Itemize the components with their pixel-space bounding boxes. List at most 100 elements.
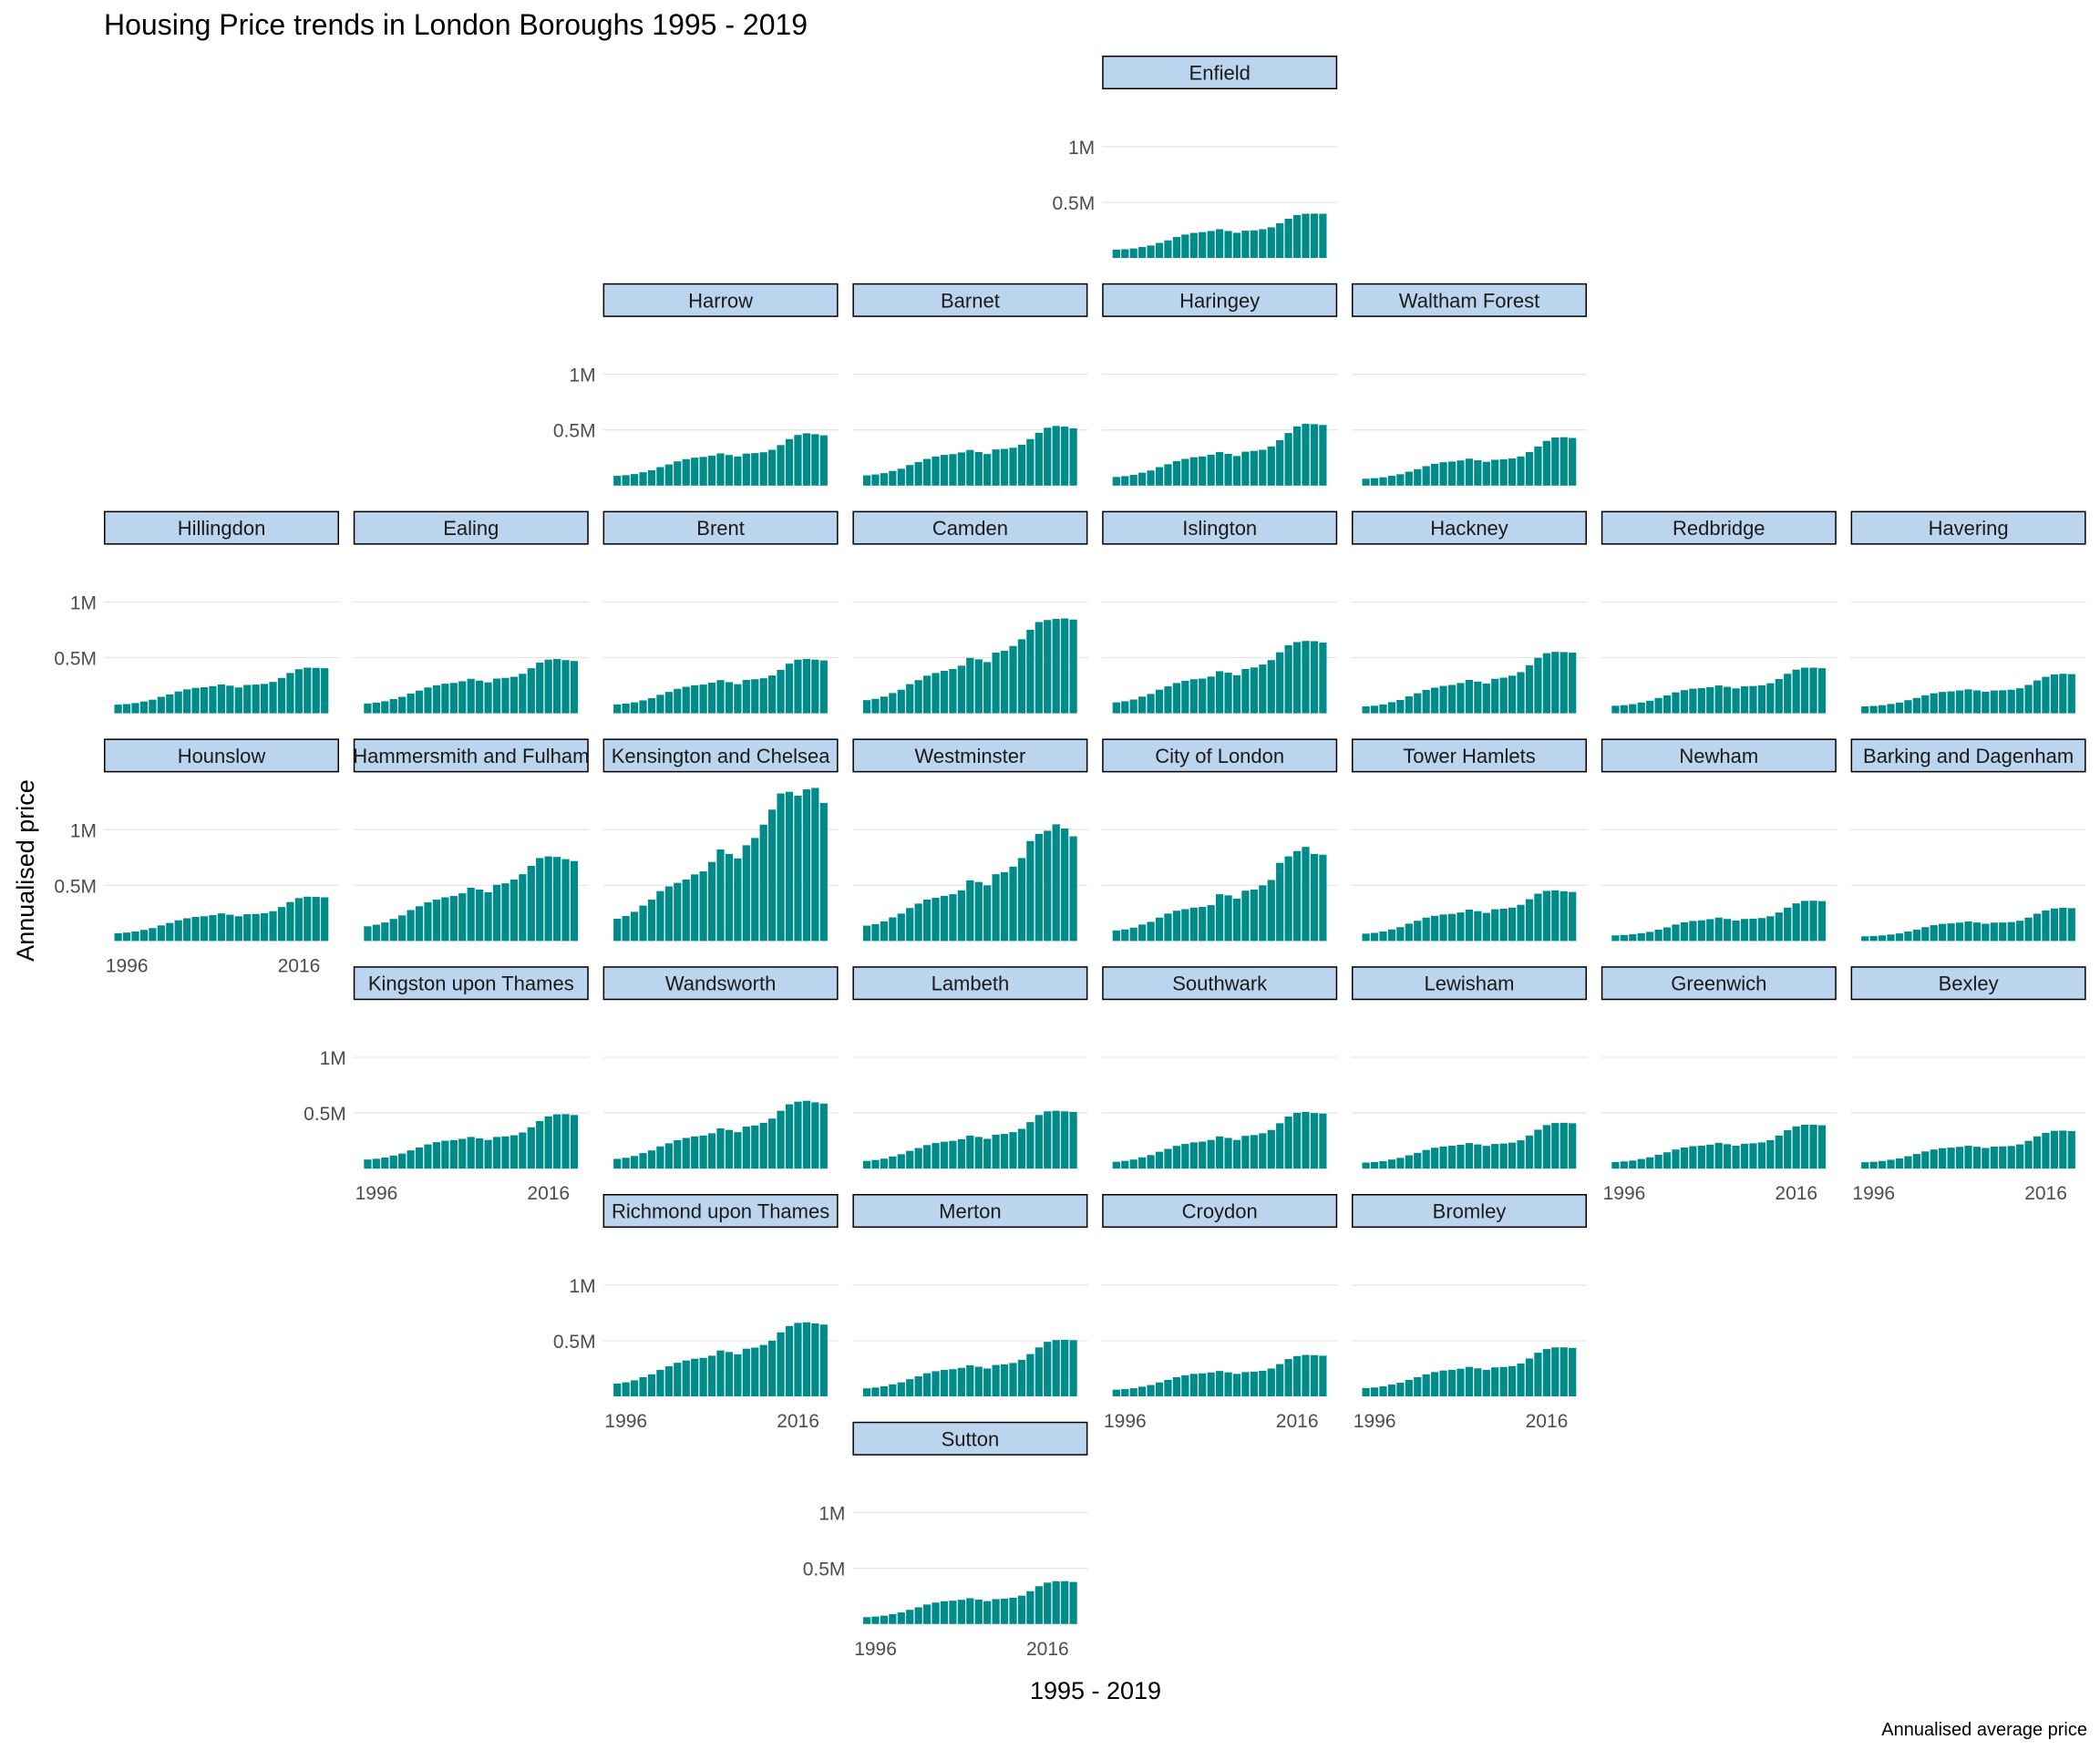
bar [1241, 668, 1250, 714]
bar [1224, 1138, 1232, 1169]
bar [871, 923, 880, 942]
facet-strip-label: Wandsworth [665, 973, 776, 995]
bar [1999, 690, 2007, 714]
bar [570, 661, 579, 714]
bar [1629, 934, 1637, 942]
facet-strip [104, 738, 339, 773]
bar [476, 680, 484, 714]
bar [1637, 1158, 1645, 1169]
y-tick-label: 1M [569, 1276, 595, 1297]
bar [1457, 1368, 1465, 1396]
bar [691, 1136, 699, 1169]
bar [889, 917, 897, 942]
bar [957, 665, 965, 714]
bar [1310, 641, 1319, 714]
bar [1069, 1581, 1077, 1624]
bar [304, 667, 312, 714]
bar [1026, 1354, 1035, 1396]
facet-strip [602, 283, 839, 317]
bar [209, 685, 217, 714]
bar [1362, 706, 1370, 714]
bar [1035, 432, 1043, 486]
bar [1164, 686, 1172, 714]
bar [1370, 1387, 1379, 1396]
bar [707, 455, 716, 486]
bar [114, 705, 122, 714]
bar [1319, 213, 1327, 258]
bar [889, 1156, 897, 1169]
bar [1491, 1367, 1499, 1396]
bar [1724, 686, 1732, 714]
facet-tower-hamlets: Tower Hamlets [1352, 738, 1587, 942]
bar [1284, 1117, 1292, 1169]
bar [364, 926, 372, 942]
facet-greenwich: Greenwich 1996 2016 [1601, 966, 1837, 1204]
bar [802, 1322, 811, 1396]
bar [1689, 688, 1697, 714]
bar [871, 474, 880, 486]
bar [862, 475, 871, 486]
bar [1189, 679, 1198, 714]
bar [1525, 451, 1534, 486]
facet-strip [602, 966, 839, 1001]
bar [1112, 249, 1120, 258]
facet-strip [1352, 966, 1587, 1001]
bar [1921, 1151, 1930, 1169]
bar [286, 673, 294, 714]
bar [940, 1601, 949, 1624]
bar [768, 1340, 777, 1396]
bar [1121, 249, 1129, 258]
bar [1964, 921, 1972, 942]
bar [1026, 1590, 1035, 1624]
bar [819, 1324, 828, 1396]
bar [1259, 1370, 1267, 1396]
bar [1904, 1156, 1912, 1169]
bar [1387, 1385, 1396, 1396]
bar [1405, 923, 1413, 942]
bar [1431, 463, 1439, 486]
facet-strip-label: Barking and Dagenham [1863, 745, 2074, 767]
bar [1912, 697, 1920, 714]
bar [1766, 683, 1775, 714]
bar [476, 889, 484, 942]
facet-strip-label: Kingston upon Thames [368, 973, 574, 995]
facet-strip-label: Brent [696, 517, 745, 540]
bar [1447, 685, 1457, 714]
bar [1138, 1157, 1147, 1169]
bar [1052, 1580, 1060, 1624]
bar [1009, 448, 1017, 486]
bar [1878, 705, 1887, 714]
bar [1362, 933, 1370, 942]
bar [381, 922, 389, 942]
bar [1181, 1144, 1189, 1169]
bar [1646, 1157, 1654, 1169]
bar [1284, 856, 1292, 942]
bar [932, 1602, 940, 1624]
bar [1620, 1161, 1628, 1169]
facet-strip [353, 738, 589, 773]
bar [1465, 1143, 1474, 1169]
bar [949, 454, 957, 486]
bar [398, 915, 407, 942]
bar [1757, 918, 1766, 942]
bar [1164, 240, 1172, 258]
bar [656, 1146, 664, 1169]
bar [1569, 891, 1577, 942]
bar [1259, 449, 1267, 486]
bar [1499, 908, 1508, 942]
chart-caption: Annualised average price [1881, 1720, 2087, 1740]
facet-strip [1102, 738, 1338, 773]
bar [1680, 921, 1689, 942]
bar [1319, 1113, 1327, 1169]
bar [174, 920, 182, 942]
bar [2033, 913, 2042, 942]
bar [1292, 1112, 1302, 1169]
bar [1241, 1372, 1250, 1396]
bar [639, 1153, 647, 1169]
bar [1517, 672, 1525, 714]
bar [949, 668, 957, 714]
bar [2024, 1140, 2033, 1169]
bar [664, 1143, 673, 1169]
facet-newham: Newham [1601, 738, 1837, 942]
bar [768, 449, 777, 486]
